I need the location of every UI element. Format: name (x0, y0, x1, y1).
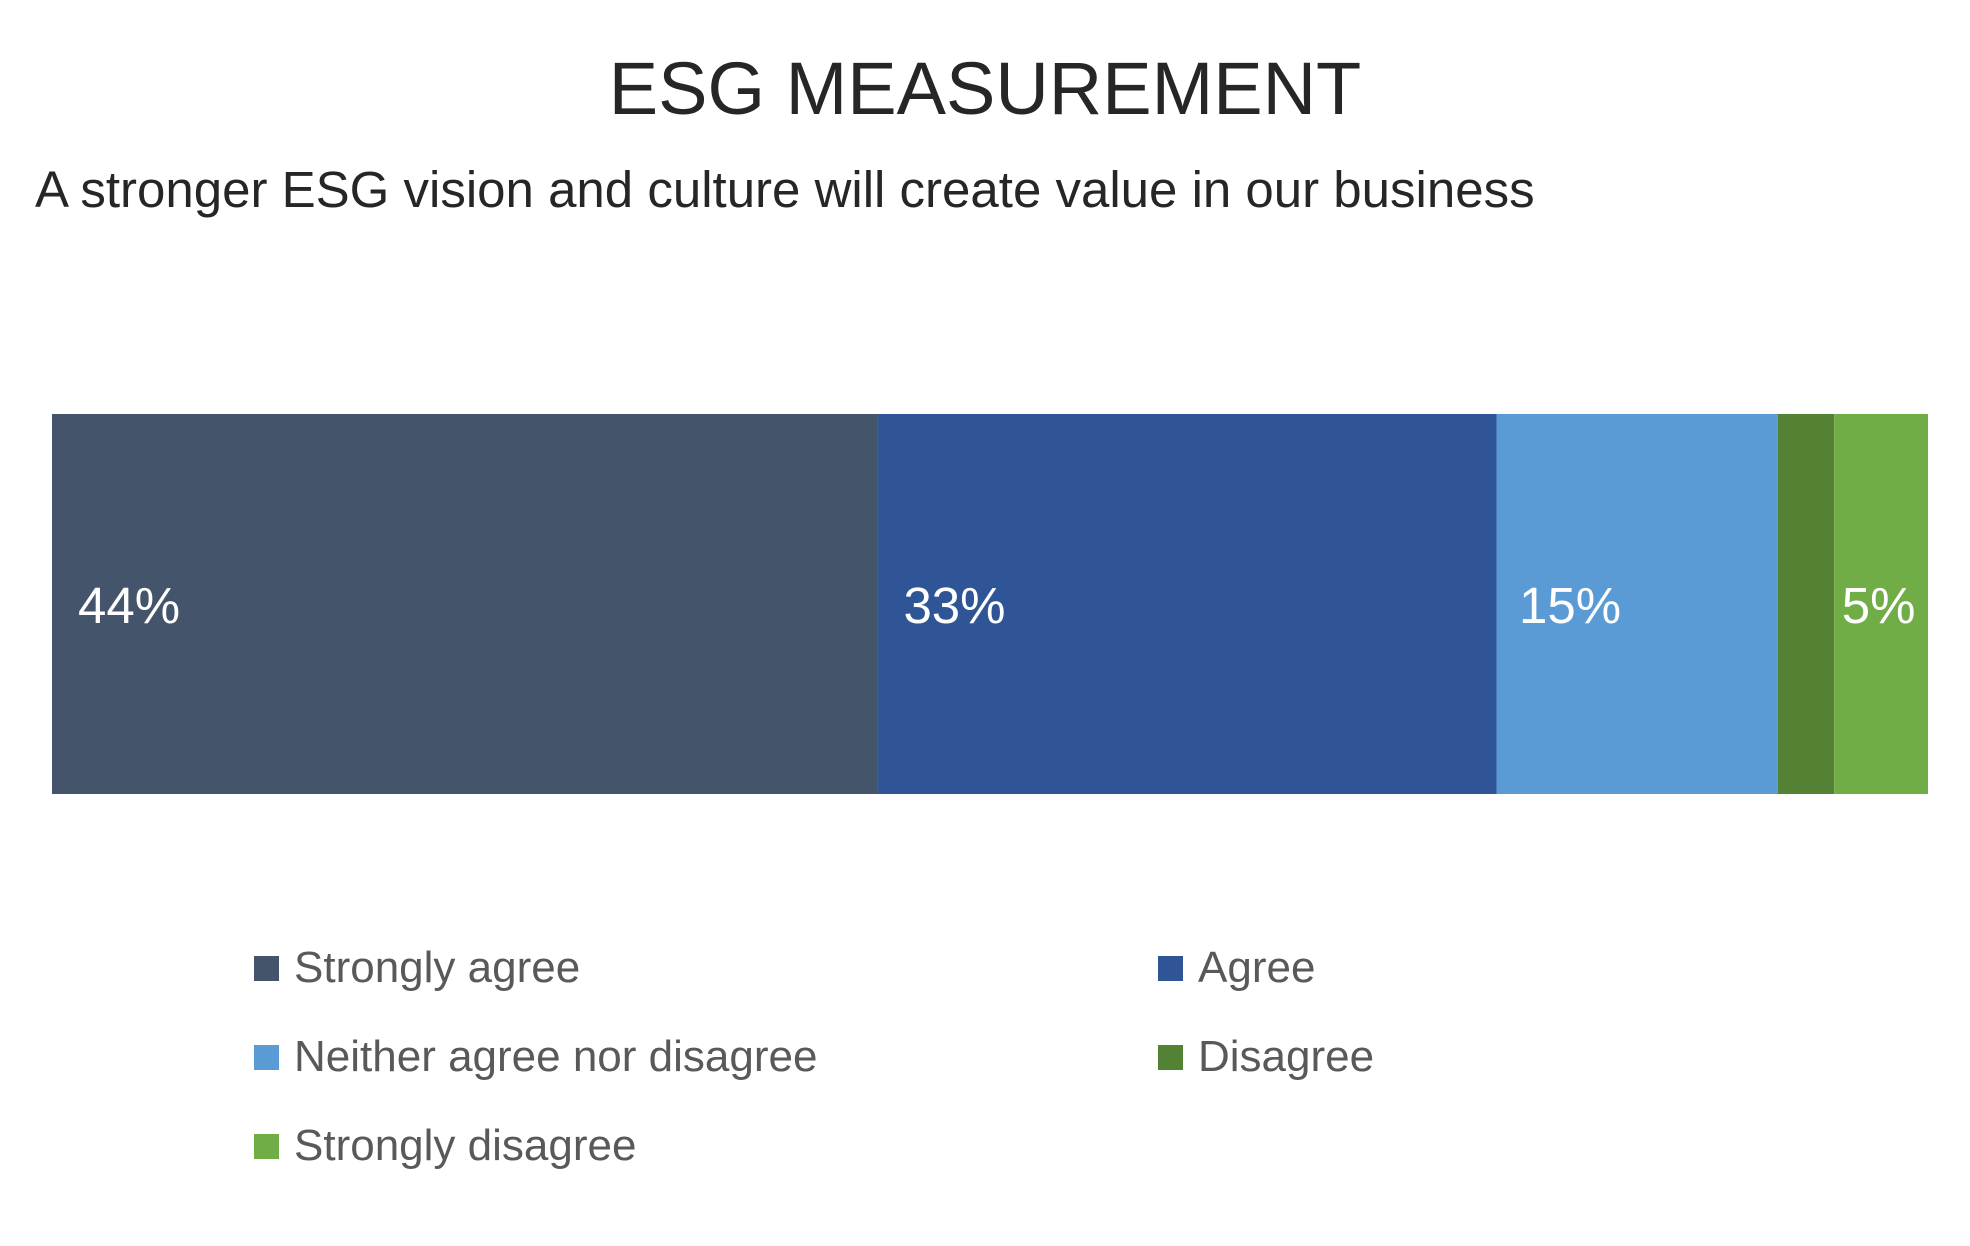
bar-segment-strongly-disagree (1834, 414, 1928, 794)
legend-label: Neither agree nor disagree (294, 1032, 818, 1081)
legend-swatch (254, 1044, 279, 1070)
legend-swatch (1158, 955, 1183, 981)
chart-subtitle: A stronger ESG vision and culture will c… (35, 161, 1535, 218)
legend-item-disagree: Disagree (1158, 1029, 1374, 1085)
legend-label: Strongly disagree (294, 1121, 637, 1170)
bar-segment-agree (877, 414, 1497, 794)
legend-label: Agree (1198, 943, 1316, 992)
legend-item-strongly-agree: Strongly agree (254, 940, 580, 996)
legend-swatch (254, 955, 279, 981)
data-label-neither-agree-nor-disagree: 15% (1519, 577, 1621, 634)
legend-item-neither-agree-nor-disagree: Neither agree nor disagree (254, 1029, 817, 1085)
legend-label: Disagree (1198, 1032, 1375, 1081)
legend-label: Strongly agree (294, 943, 581, 992)
data-label-agree: 33% (903, 577, 1005, 634)
bar-segment-neither-agree-nor-disagree (1496, 414, 1778, 794)
legend-swatch (254, 1133, 279, 1159)
bar-segment-strongly-agree (52, 414, 878, 794)
legend-item-agree: Agree (1158, 940, 1315, 996)
legend-swatch (1158, 1044, 1183, 1070)
chart-title: ESG MEASUREMENT (608, 47, 1362, 130)
data-label-strongly-disagree: 5% (1842, 577, 1916, 634)
data-label-strongly-agree: 44% (78, 577, 180, 634)
legend-item-strongly-disagree: Strongly disagree (254, 1118, 636, 1174)
bar-segment-disagree (1777, 414, 1835, 794)
